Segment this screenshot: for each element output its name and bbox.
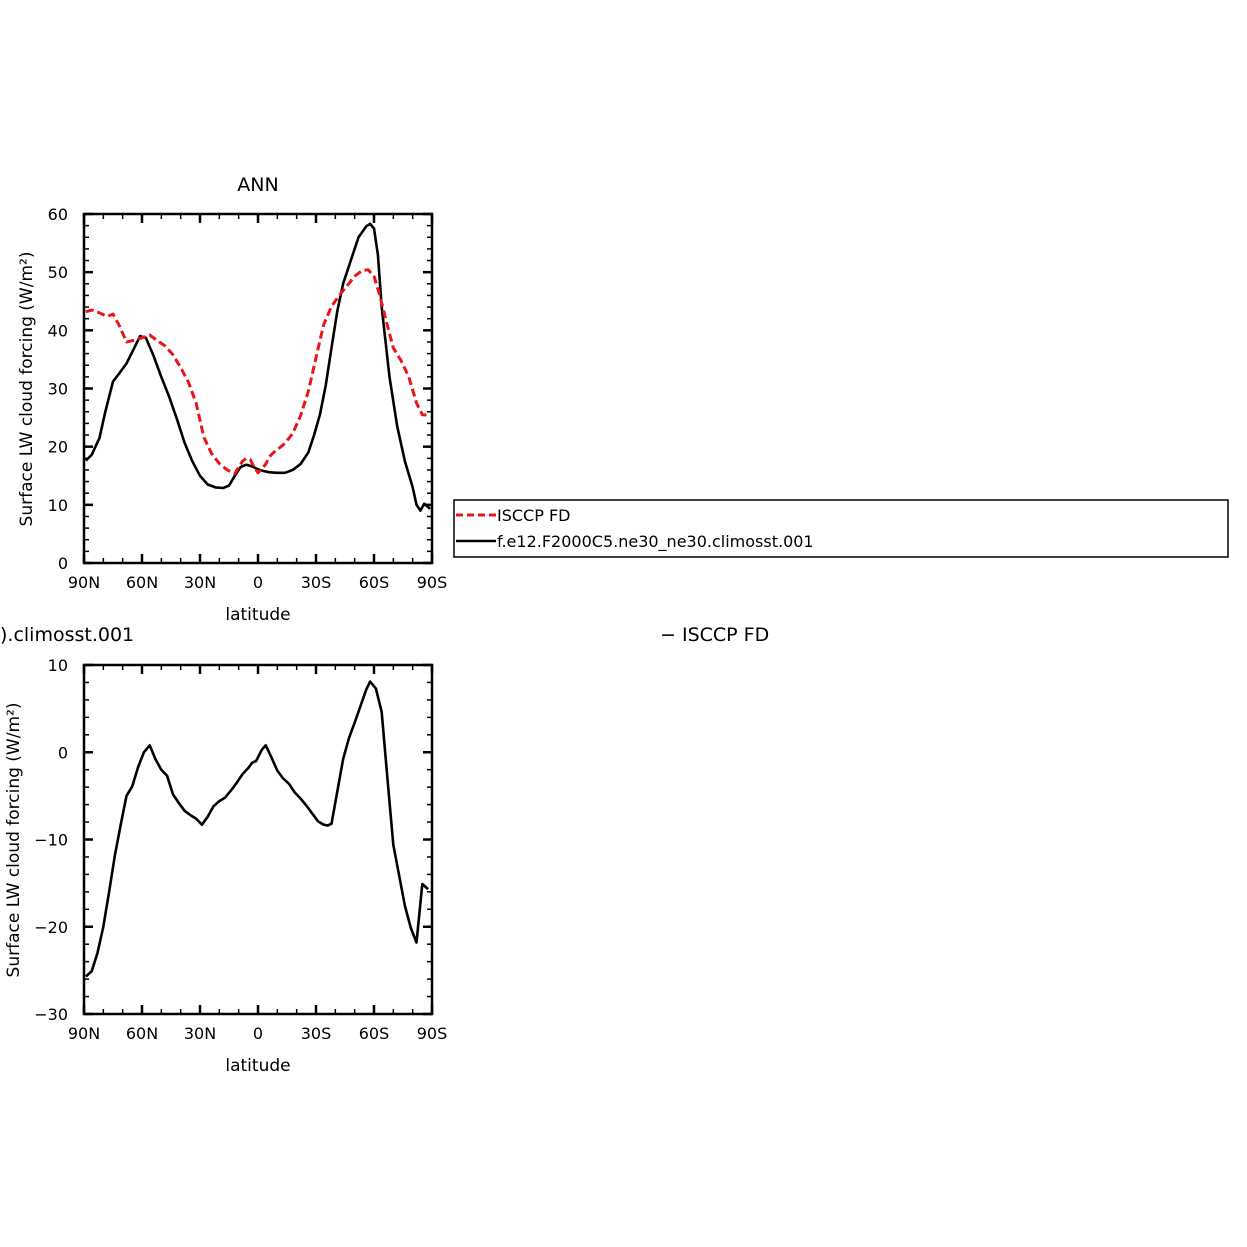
- bottom-x-tick-label: 30N: [184, 1024, 216, 1043]
- top-y-tick-label: 0: [58, 554, 68, 573]
- bottom-chart-title-right: − ISCCP FD: [660, 624, 769, 646]
- bottom-y-tick-label: −30: [34, 1005, 68, 1024]
- bottom-panel: ).climosst.001 − ISCCP FD latitude Surfa…: [0, 624, 769, 1076]
- bottom-x-tick-label: 90S: [417, 1024, 448, 1043]
- bottom-series-line-model: [85, 680, 429, 978]
- top-y-tick-label: 60: [48, 205, 68, 224]
- bottom-x-tick-label: 60N: [126, 1024, 158, 1043]
- top-y-tick-label: 20: [48, 438, 68, 457]
- bottom-x-tick-label: 60S: [359, 1024, 390, 1043]
- top-series-line-model: [84, 222, 431, 512]
- top-series-group: [84, 222, 431, 512]
- bottom-y-tick-label: 0: [58, 743, 68, 762]
- top-x-tick-label: 60N: [126, 573, 158, 592]
- bottom-x-tick-label: 90N: [68, 1024, 100, 1043]
- bottom-series-group: [85, 680, 429, 978]
- top-y-tick-label: 10: [48, 496, 68, 515]
- bottom-y-tick-label: 10: [48, 656, 68, 675]
- top-ticks: 90N 60N 30N 0 30S 60S 90S 60 50 40 30 20 10 0: [48, 205, 448, 592]
- bottom-x-axis-label: latitude: [225, 1056, 290, 1076]
- top-x-tick-label: 30N: [184, 573, 216, 592]
- top-y-tick-label: 40: [48, 321, 68, 340]
- top-x-tick-label: 90N: [68, 573, 100, 592]
- bottom-ticks: 90N 60N 30N 0 30S 60S 90S 10 0 −10 −20 −30: [34, 656, 447, 1043]
- top-x-tick-label: 0: [253, 573, 263, 592]
- top-x-tick-label: 60S: [359, 573, 390, 592]
- top-series-line-isccp-fd: [85, 268, 431, 475]
- bottom-chart-title-left: ).climosst.001: [0, 624, 134, 646]
- bottom-x-tick-label: 30S: [301, 1024, 332, 1043]
- top-x-tick-label: 90S: [417, 573, 448, 592]
- top-y-tick-label: 50: [48, 263, 68, 282]
- legend-label-isccp: ISCCP FD: [497, 506, 570, 525]
- legend: ISCCP FD f.e12.F2000C5.ne30_ne30.climoss…: [453, 499, 1229, 558]
- top-y-axis-label: Surface LW cloud forcing (W/m²): [17, 252, 37, 527]
- bottom-x-tick-label: 0: [253, 1024, 263, 1043]
- legend-box: [453, 499, 1229, 558]
- top-panel: ANN latitude Surface LW cloud forcing (W…: [17, 174, 447, 625]
- bottom-y-tick-label: −10: [34, 831, 68, 850]
- top-y-tick-label: 30: [48, 380, 68, 399]
- top-x-axis-label: latitude: [225, 605, 290, 625]
- top-chart-title: ANN: [237, 174, 278, 196]
- top-x-tick-label: 30S: [301, 573, 332, 592]
- bottom-y-axis-label: Surface LW cloud forcing (W/m²): [4, 703, 24, 978]
- bottom-y-tick-label: −20: [34, 918, 68, 937]
- bottom-plot-frame: [82, 663, 434, 1016]
- legend-label-model: f.e12.F2000C5.ne30_ne30.climosst.001: [497, 532, 814, 552]
